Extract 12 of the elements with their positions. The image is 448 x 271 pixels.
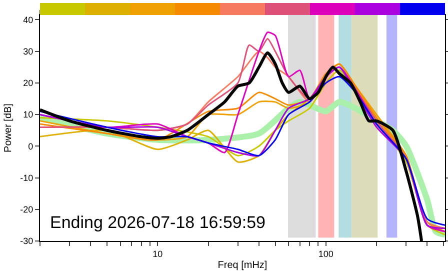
y-tick-label: -30: [20, 236, 34, 246]
y-tick-label: 10: [23, 110, 34, 120]
y-tick-label: -20: [20, 204, 34, 215]
y-tick-label: 20: [23, 78, 34, 88]
annotation: Ending 2026-07-18 16:59:59: [50, 213, 266, 232]
y-tick-label: 30: [23, 46, 34, 56]
y-tick-label: -10: [20, 172, 34, 183]
x-tick-label: 100: [318, 248, 334, 259]
y-tick-label: 0: [28, 141, 34, 152]
x-axis-title: Freq [mHz]: [218, 260, 268, 271]
y-axis-title: Power [dB]: [3, 103, 14, 152]
y-tick-label: 40: [23, 14, 34, 25]
